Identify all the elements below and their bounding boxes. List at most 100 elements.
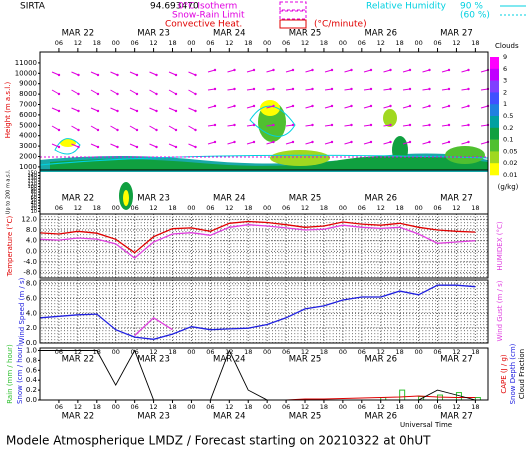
wind-arrow xyxy=(227,141,235,145)
x-tick-label: 00 xyxy=(263,204,271,212)
wind-arrow-head xyxy=(291,104,295,108)
wind-arrow-head xyxy=(116,128,119,132)
wind-arrow xyxy=(422,69,430,73)
y-tick-label: 4000 xyxy=(19,132,37,140)
y-tick-label: 40 xyxy=(31,201,37,207)
wind-arrow xyxy=(188,143,196,148)
footer: Modele Atmospherique LMDZ / Forecast sta… xyxy=(6,434,431,448)
x-tick-label: 18 xyxy=(93,39,101,47)
wind-arrow xyxy=(129,71,138,76)
wind-arrow-head xyxy=(155,145,158,149)
panel-frame xyxy=(39,279,489,344)
wind-arrow-head xyxy=(467,123,470,127)
x-tick-label: 12 xyxy=(225,348,233,356)
colorbar-swatch xyxy=(490,92,499,105)
wind-arrow xyxy=(266,69,274,73)
x-tick-label: 12 xyxy=(149,204,157,212)
wind-arrow-head xyxy=(369,87,373,91)
y-tick-label: 0.0 xyxy=(26,339,37,347)
wind-arrow-head xyxy=(311,87,314,91)
colorbar-tick: 0.05 xyxy=(503,147,517,155)
date-label: MAR 27 xyxy=(440,29,473,39)
wind-arrow xyxy=(246,141,255,145)
colorbar-swatch xyxy=(490,163,499,176)
colorbar-tick: 2 xyxy=(503,88,507,96)
axis-title: Wind Gust (m / s) xyxy=(496,280,504,341)
x-tick-label: 12 xyxy=(149,348,157,356)
panel-bg xyxy=(40,214,488,278)
wind-arrow-head xyxy=(428,104,431,108)
colorbar-tick: 0.1 xyxy=(503,136,513,144)
x-tick-label: 06 xyxy=(433,39,441,47)
wind-arrow xyxy=(344,141,352,145)
x-tick-label: 06 xyxy=(282,204,290,212)
colorbar-tick: 1 xyxy=(503,100,507,108)
legend-swatch xyxy=(279,19,307,29)
legend-rh-low: (60 %) xyxy=(460,11,490,21)
date-label: MAR 25 xyxy=(289,194,322,204)
y-tick-label: 0.2 xyxy=(26,386,37,394)
wind-arrow-head xyxy=(311,140,314,144)
wind-arrow xyxy=(363,69,372,73)
wind-arrow-head xyxy=(194,128,197,132)
colorbar-tick: 6 xyxy=(503,65,507,73)
date-label: MAR 25 xyxy=(289,412,322,422)
wind-arrow-head xyxy=(116,145,119,149)
y-axis-title-right: Snow Depth (cm) xyxy=(509,343,517,404)
wind-arrow xyxy=(324,69,333,73)
y-tick-label: 6.0 xyxy=(26,295,37,303)
wind-arrow xyxy=(129,125,138,131)
wind-arrow xyxy=(188,125,196,131)
wind-arrow xyxy=(71,89,79,95)
date-label: MAR 23 xyxy=(137,412,170,422)
x-tick-label: 12 xyxy=(452,39,460,47)
wind-arrow-head xyxy=(77,109,80,113)
colorbar-swatch xyxy=(490,104,499,117)
x-tick-label: 06 xyxy=(131,403,139,411)
y-tick-label: 0.4 xyxy=(26,376,38,384)
wind-arrow-head xyxy=(135,73,139,77)
legend-rh: Relative Humidity xyxy=(366,2,447,12)
wind-arrow xyxy=(110,143,118,148)
wind-arrow-head xyxy=(57,73,61,77)
x-tick-label: 18 xyxy=(244,348,252,356)
wind-arrow-head xyxy=(369,140,373,144)
y-tick-label: 8.0 xyxy=(26,226,37,234)
y-tick-label: 5000 xyxy=(19,121,37,129)
date-label: MAR 24 xyxy=(213,29,246,39)
y-axis-title: Height (m a.s.l.) xyxy=(4,82,12,139)
wind-arrow-head xyxy=(194,73,197,77)
wind-arrow xyxy=(207,141,216,145)
x-tick-label: 12 xyxy=(301,39,309,47)
series-line xyxy=(134,316,173,337)
colorbar-title: Clouds xyxy=(495,42,519,50)
y-tick-label: 2000 xyxy=(19,152,37,160)
wind-arrow-head xyxy=(252,140,256,144)
wind-arrow xyxy=(90,89,99,95)
wind-arrow xyxy=(422,105,430,109)
wind-arrow xyxy=(441,141,450,145)
y-tick-label: 80 xyxy=(31,190,37,196)
wind-arrow xyxy=(51,71,60,76)
legend-isotherm: 0°C Isotherm xyxy=(178,2,237,12)
y-tick-label: 150 xyxy=(27,170,37,176)
x-tick-label: 18 xyxy=(93,403,101,411)
x-tick-label: 06 xyxy=(131,39,139,47)
x-tick-label: 12 xyxy=(452,403,460,411)
y-tick-label: 7000 xyxy=(19,101,37,109)
wind-arrow-head xyxy=(447,87,451,91)
wind-arrow-head xyxy=(96,92,100,96)
x-tick-label: 18 xyxy=(471,348,479,356)
y-tick-label: 50 xyxy=(31,198,37,204)
wind-arrow-head xyxy=(291,140,295,144)
wind-arrow xyxy=(110,89,118,95)
wind-arrow xyxy=(480,69,489,73)
x-tick-label: 00 xyxy=(339,348,347,356)
wind-arrow xyxy=(149,125,157,131)
x-tick-label: 06 xyxy=(358,348,366,356)
y-tick-label: 30 xyxy=(31,203,37,209)
y-tick-label: 4.0 xyxy=(26,237,37,245)
wind-arrow xyxy=(71,125,79,131)
wind-arrow-head xyxy=(77,145,80,149)
wind-arrow-head xyxy=(350,104,353,108)
